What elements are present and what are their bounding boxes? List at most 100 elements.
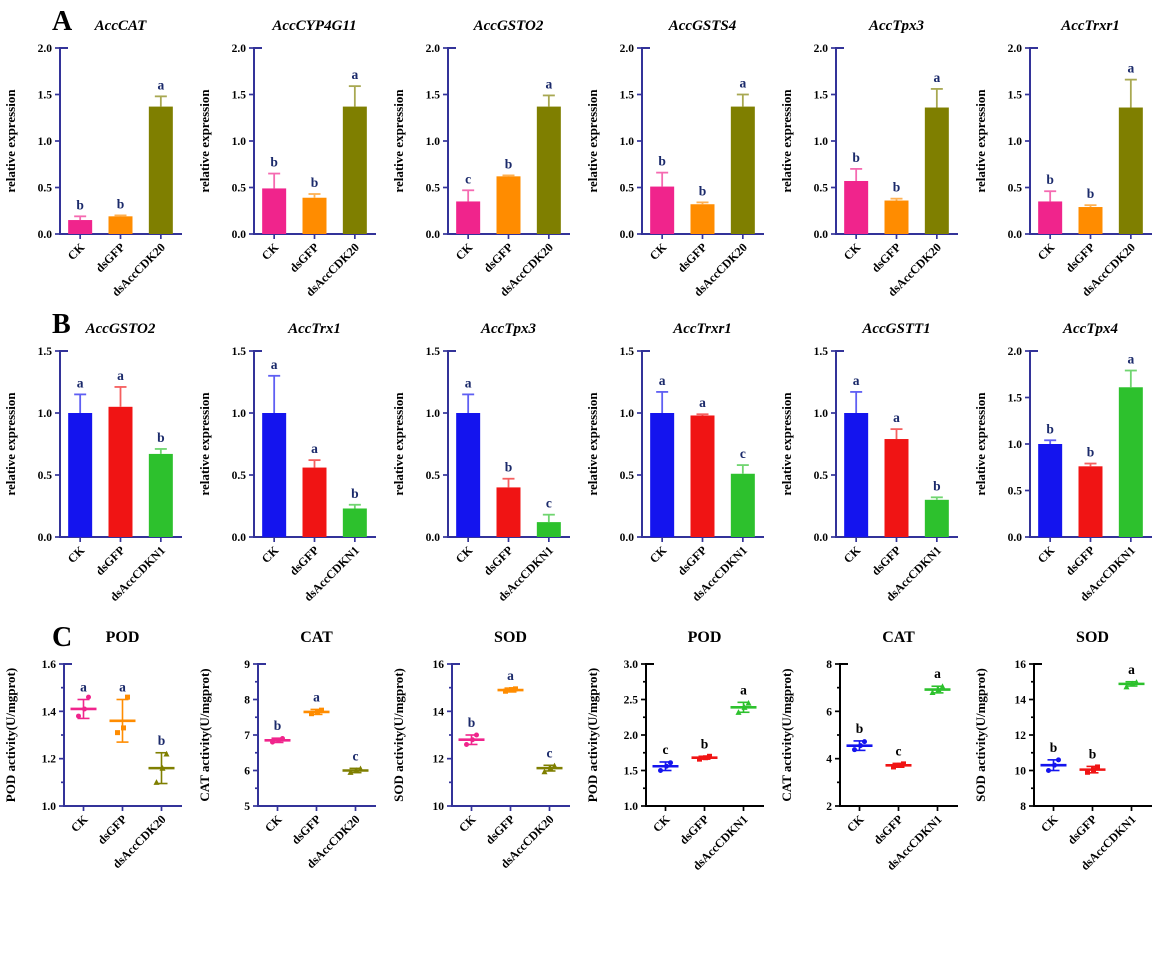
y-tick-label: 0.5 [38,470,53,482]
chart-title: SOD [494,629,527,646]
x-category-label: CK [65,543,88,566]
data-point-triangle [541,768,548,775]
y-tick-label: 5 [244,801,250,813]
significance-letter: b [311,175,319,190]
y-tick-label: 2.0 [1008,346,1023,358]
y-axis-label: CAT activity(U/mgprot) [197,668,212,801]
y-tick-label: 0.0 [1008,532,1023,544]
charts-row-c: POD POD activity(U/mgprot) 1.0 1.2 1.4 1.6 CK d… [0,606,1169,959]
y-axis-label: relative expression [585,89,600,193]
bar [924,107,949,234]
x-category-label: dsGFP [869,240,904,275]
bar [456,201,481,234]
significance-letter: b [701,736,709,751]
bar [1078,466,1103,537]
x-category-label: CK [259,543,282,566]
panel-label-c: C [52,622,73,653]
significance-letter: a [271,357,278,372]
x-category-label: dsGFP [675,543,710,578]
y-tick-label: 3.0 [624,659,639,671]
data-point-square [309,711,314,717]
significance-letter: b [893,180,901,195]
bar [148,453,173,537]
data-point-circle [858,743,863,749]
chart-C-5-CAT: CAT CAT activity(U/mgprot) 2 4 6 8 CK dsGFP dsAc… [776,606,970,959]
chart-canvas: AccGSTO2 relative expression 0.0 0.5 1.0 1.5 C… [3,321,182,604]
bar [108,216,133,234]
x-category-label: CK [844,812,867,835]
x-category-label: CK [68,812,91,835]
y-tick-label: 1.0 [38,408,53,420]
bar [690,204,715,234]
bar [456,413,481,537]
data-point-square [901,761,906,767]
significance-letter: a [311,441,318,456]
data-point-square [1095,764,1100,770]
significance-letter: c [353,748,359,763]
y-axis-label: CAT activity(U/mgprot) [779,668,794,801]
significance-letter: b [76,197,84,212]
significance-letter: a [117,368,124,383]
x-category-label: CK [456,812,479,835]
y-tick-label: 0.0 [426,532,441,544]
data-point-triangle [1133,679,1140,685]
data-point-square [509,687,514,693]
chart-canvas: AccTrxr1 relative expression 0.0 0.5 1.0 1.5 C… [585,321,764,604]
bar [1118,387,1143,537]
chart-B-6-AccTpx4: AccTpx4 relative expression 0.0 0.5 1.0 1.5 2.… [970,303,1164,606]
y-tick-label: 4 [826,754,832,766]
y-tick-label: 1.5 [38,346,53,358]
chart-A-5-AccTpx3: AccTpx3 relative expression 0.0 0.5 1.0 1.5 2.… [776,0,970,303]
y-tick-label: 1.5 [624,766,639,778]
data-point-circle [668,760,673,766]
significance-letter: c [547,745,553,760]
x-category-label: CK [259,240,282,263]
y-tick-label: 1.0 [1008,439,1023,451]
significance-letter: a [893,410,900,425]
x-category-label: dsGFP [871,812,906,847]
chart-title: POD [688,629,722,646]
y-tick-label: 0.0 [426,229,441,241]
data-point-square [897,762,902,768]
chart-C-3-SOD: SOD SOD activity(U/mgprot) 10 12 14 16 CK dsGFP… [388,606,582,959]
chart-C-1-POD: POD POD activity(U/mgprot) 1.0 1.2 1.4 1.6 CK d… [0,606,194,959]
chart-title: SOD [1076,629,1109,646]
y-axis-label: relative expression [3,392,18,496]
y-tick-label: 1.0 [620,136,635,148]
y-tick-label: 1.0 [232,136,247,148]
chart-C-4-POD: POD POD activity(U/mgprot) 1.0 1.5 2.0 2.5 3.0… [582,606,776,959]
y-tick-label: 16 [1015,659,1027,671]
y-tick-label: 0.0 [232,229,247,241]
significance-letter: b [1046,172,1054,187]
data-point-circle [664,763,669,769]
y-tick-label: 0.5 [1008,486,1023,498]
chart-canvas: AccCYP4G11 relative expression 0.0 0.5 1.0 1.… [197,18,376,299]
chart-B-4-AccTrxr1: AccTrxr1 relative expression 0.0 0.5 1.0 1.5 C… [582,303,776,606]
y-tick-label: 14 [1015,695,1027,707]
bar [1118,107,1143,234]
y-tick-label: 0.0 [620,532,635,544]
chart-canvas: AccTpx4 relative expression 0.0 0.5 1.0 1.5 2.… [973,321,1152,604]
y-tick-label: 14 [433,706,445,718]
y-tick-label: 1.0 [38,136,53,148]
significance-letter: b [852,150,860,165]
significance-letter: b [468,715,476,730]
y-tick-label: 1.0 [426,136,441,148]
y-tick-label: 1.0 [814,408,829,420]
y-tick-label: 2.0 [620,43,635,55]
y-tick-label: 1.0 [814,136,829,148]
x-category-label: dsGFP [1063,543,1098,578]
x-category-label: dsGFP [677,812,712,847]
bar [650,186,675,234]
bar [536,522,561,537]
bar [262,188,287,234]
significance-letter: a [465,375,472,390]
chart-canvas: POD POD activity(U/mgprot) 1.0 1.5 2.0 2.5 3.0… [585,629,764,873]
y-tick-label: 0.0 [814,229,829,241]
y-tick-label: 0.5 [814,470,829,482]
x-category-label: dsGFP [95,812,130,847]
x-category-label: CK [841,240,864,263]
x-category-label: CK [65,240,88,263]
panel-label-b: B [52,309,71,340]
y-tick-label: 2.0 [426,43,441,55]
